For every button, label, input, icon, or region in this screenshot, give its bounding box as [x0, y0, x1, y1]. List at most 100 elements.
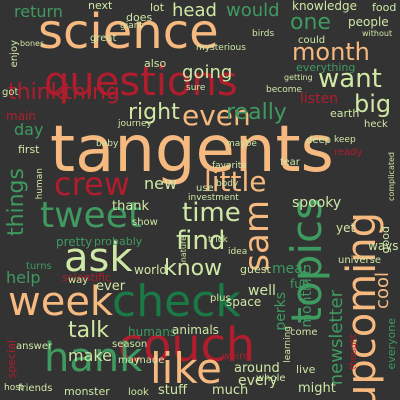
word-questions: questions: [44, 59, 238, 105]
word-day: day: [14, 120, 44, 139]
word-use: use: [196, 183, 214, 194]
word-plus: plus: [210, 293, 231, 304]
word-check: check: [112, 276, 241, 327]
word-find: find: [176, 226, 226, 256]
word-big: big: [354, 90, 392, 118]
word-ways: ways: [368, 239, 399, 253]
word-new: new: [144, 174, 178, 193]
word-good: good: [379, 226, 392, 254]
word-sure: sure: [186, 83, 206, 93]
word-maybe: maybe: [226, 139, 257, 149]
word-favorite: favorite: [212, 161, 247, 171]
word-thinkthing: thinkthing: [8, 80, 120, 105]
word-return: return: [14, 2, 63, 21]
word-around: around: [234, 361, 280, 376]
word-thank: thank: [112, 199, 150, 214]
word-way: way: [68, 275, 89, 286]
word-science: science: [38, 4, 219, 60]
word-everyone: everyone: [385, 318, 398, 370]
word-whole: whole: [256, 373, 286, 384]
word-scientific: scientific: [62, 271, 111, 284]
word-people: people: [348, 15, 389, 29]
word-keep: keep: [334, 135, 356, 145]
word-right: right: [128, 100, 180, 125]
word-spooky: spooky: [292, 195, 342, 211]
word-main: main: [6, 109, 36, 123]
word-friends: friends: [18, 383, 53, 394]
word-fear: fear: [280, 157, 300, 168]
word-well: well: [248, 283, 276, 299]
word-without: without: [362, 29, 393, 38]
word-perks: perks: [273, 292, 289, 331]
word-crew: crew: [54, 165, 130, 203]
word-human: human: [35, 168, 45, 200]
word-could: could: [298, 35, 326, 46]
word-know: know: [164, 256, 223, 281]
word-month: month: [292, 38, 370, 66]
word-idea: idea: [228, 247, 248, 257]
word-world: world: [134, 263, 168, 277]
word-become: become: [266, 85, 303, 95]
word-yet: yet: [336, 221, 356, 235]
word-much: much: [212, 383, 249, 398]
word-space: space: [226, 295, 262, 309]
word-hank: hank: [44, 335, 143, 381]
word-animals: animals: [172, 323, 219, 337]
word-mysterious: mysterious: [196, 43, 246, 53]
word-universe: universe: [338, 255, 381, 266]
word-live: live: [296, 363, 316, 376]
word-also: also: [144, 57, 167, 70]
word-lot: lot: [150, 1, 165, 14]
word-probably: probably: [94, 235, 143, 248]
word-next: next: [88, 0, 113, 12]
word-want: want: [318, 64, 382, 94]
word-bones: bones: [20, 39, 45, 48]
word-turns: turns: [26, 261, 52, 272]
word-one: one: [290, 10, 331, 35]
word-humans: humans: [128, 325, 177, 339]
word-guest: guest: [240, 263, 271, 276]
word-mean: mean: [272, 261, 312, 277]
word-heck: heck: [364, 119, 388, 130]
word-ever: ever: [96, 279, 126, 294]
word-getting: getting: [284, 73, 313, 82]
word-head: head: [172, 0, 217, 21]
word-enjoy: enjoy: [9, 40, 20, 68]
word-really: really: [226, 100, 287, 125]
word-fun: fun: [290, 277, 310, 291]
word-cool: cool: [372, 272, 393, 309]
word-investment: investment: [188, 193, 239, 203]
word-does: does: [126, 11, 153, 24]
word-journey: journey: [118, 119, 152, 129]
word-every: every: [238, 373, 278, 389]
word-baby: baby: [96, 139, 119, 149]
word-would: would: [226, 0, 280, 21]
word-complicated: complicated: [387, 152, 396, 202]
word-body: body: [216, 179, 239, 189]
word-look: look: [128, 387, 149, 398]
word-thought: thought: [349, 334, 359, 370]
word-make: make: [68, 346, 112, 365]
word-things: things: [4, 168, 29, 237]
word-answer: answer: [16, 341, 53, 352]
word-stuff: stuff: [158, 383, 188, 398]
word-earth: earth: [330, 107, 360, 120]
word-weird: weird: [222, 351, 250, 362]
word-learning: learning: [283, 326, 293, 363]
word-going: going: [182, 62, 233, 83]
word-week: week: [8, 279, 114, 325]
word-may: may: [118, 355, 140, 366]
word-sam: sam: [237, 200, 277, 272]
word-nature: nature: [179, 236, 188, 263]
word-might: might: [298, 381, 336, 396]
word-made: made: [136, 355, 165, 366]
word-food: food: [372, 1, 397, 14]
word-pretty: pretty: [56, 235, 93, 249]
word-everything: everything: [296, 61, 356, 74]
word-newsletter: newsletter: [326, 290, 347, 386]
word-season: season: [112, 339, 148, 350]
word-listen: listen: [300, 91, 339, 107]
word-host: host: [4, 383, 24, 393]
word-help: help: [6, 268, 41, 287]
